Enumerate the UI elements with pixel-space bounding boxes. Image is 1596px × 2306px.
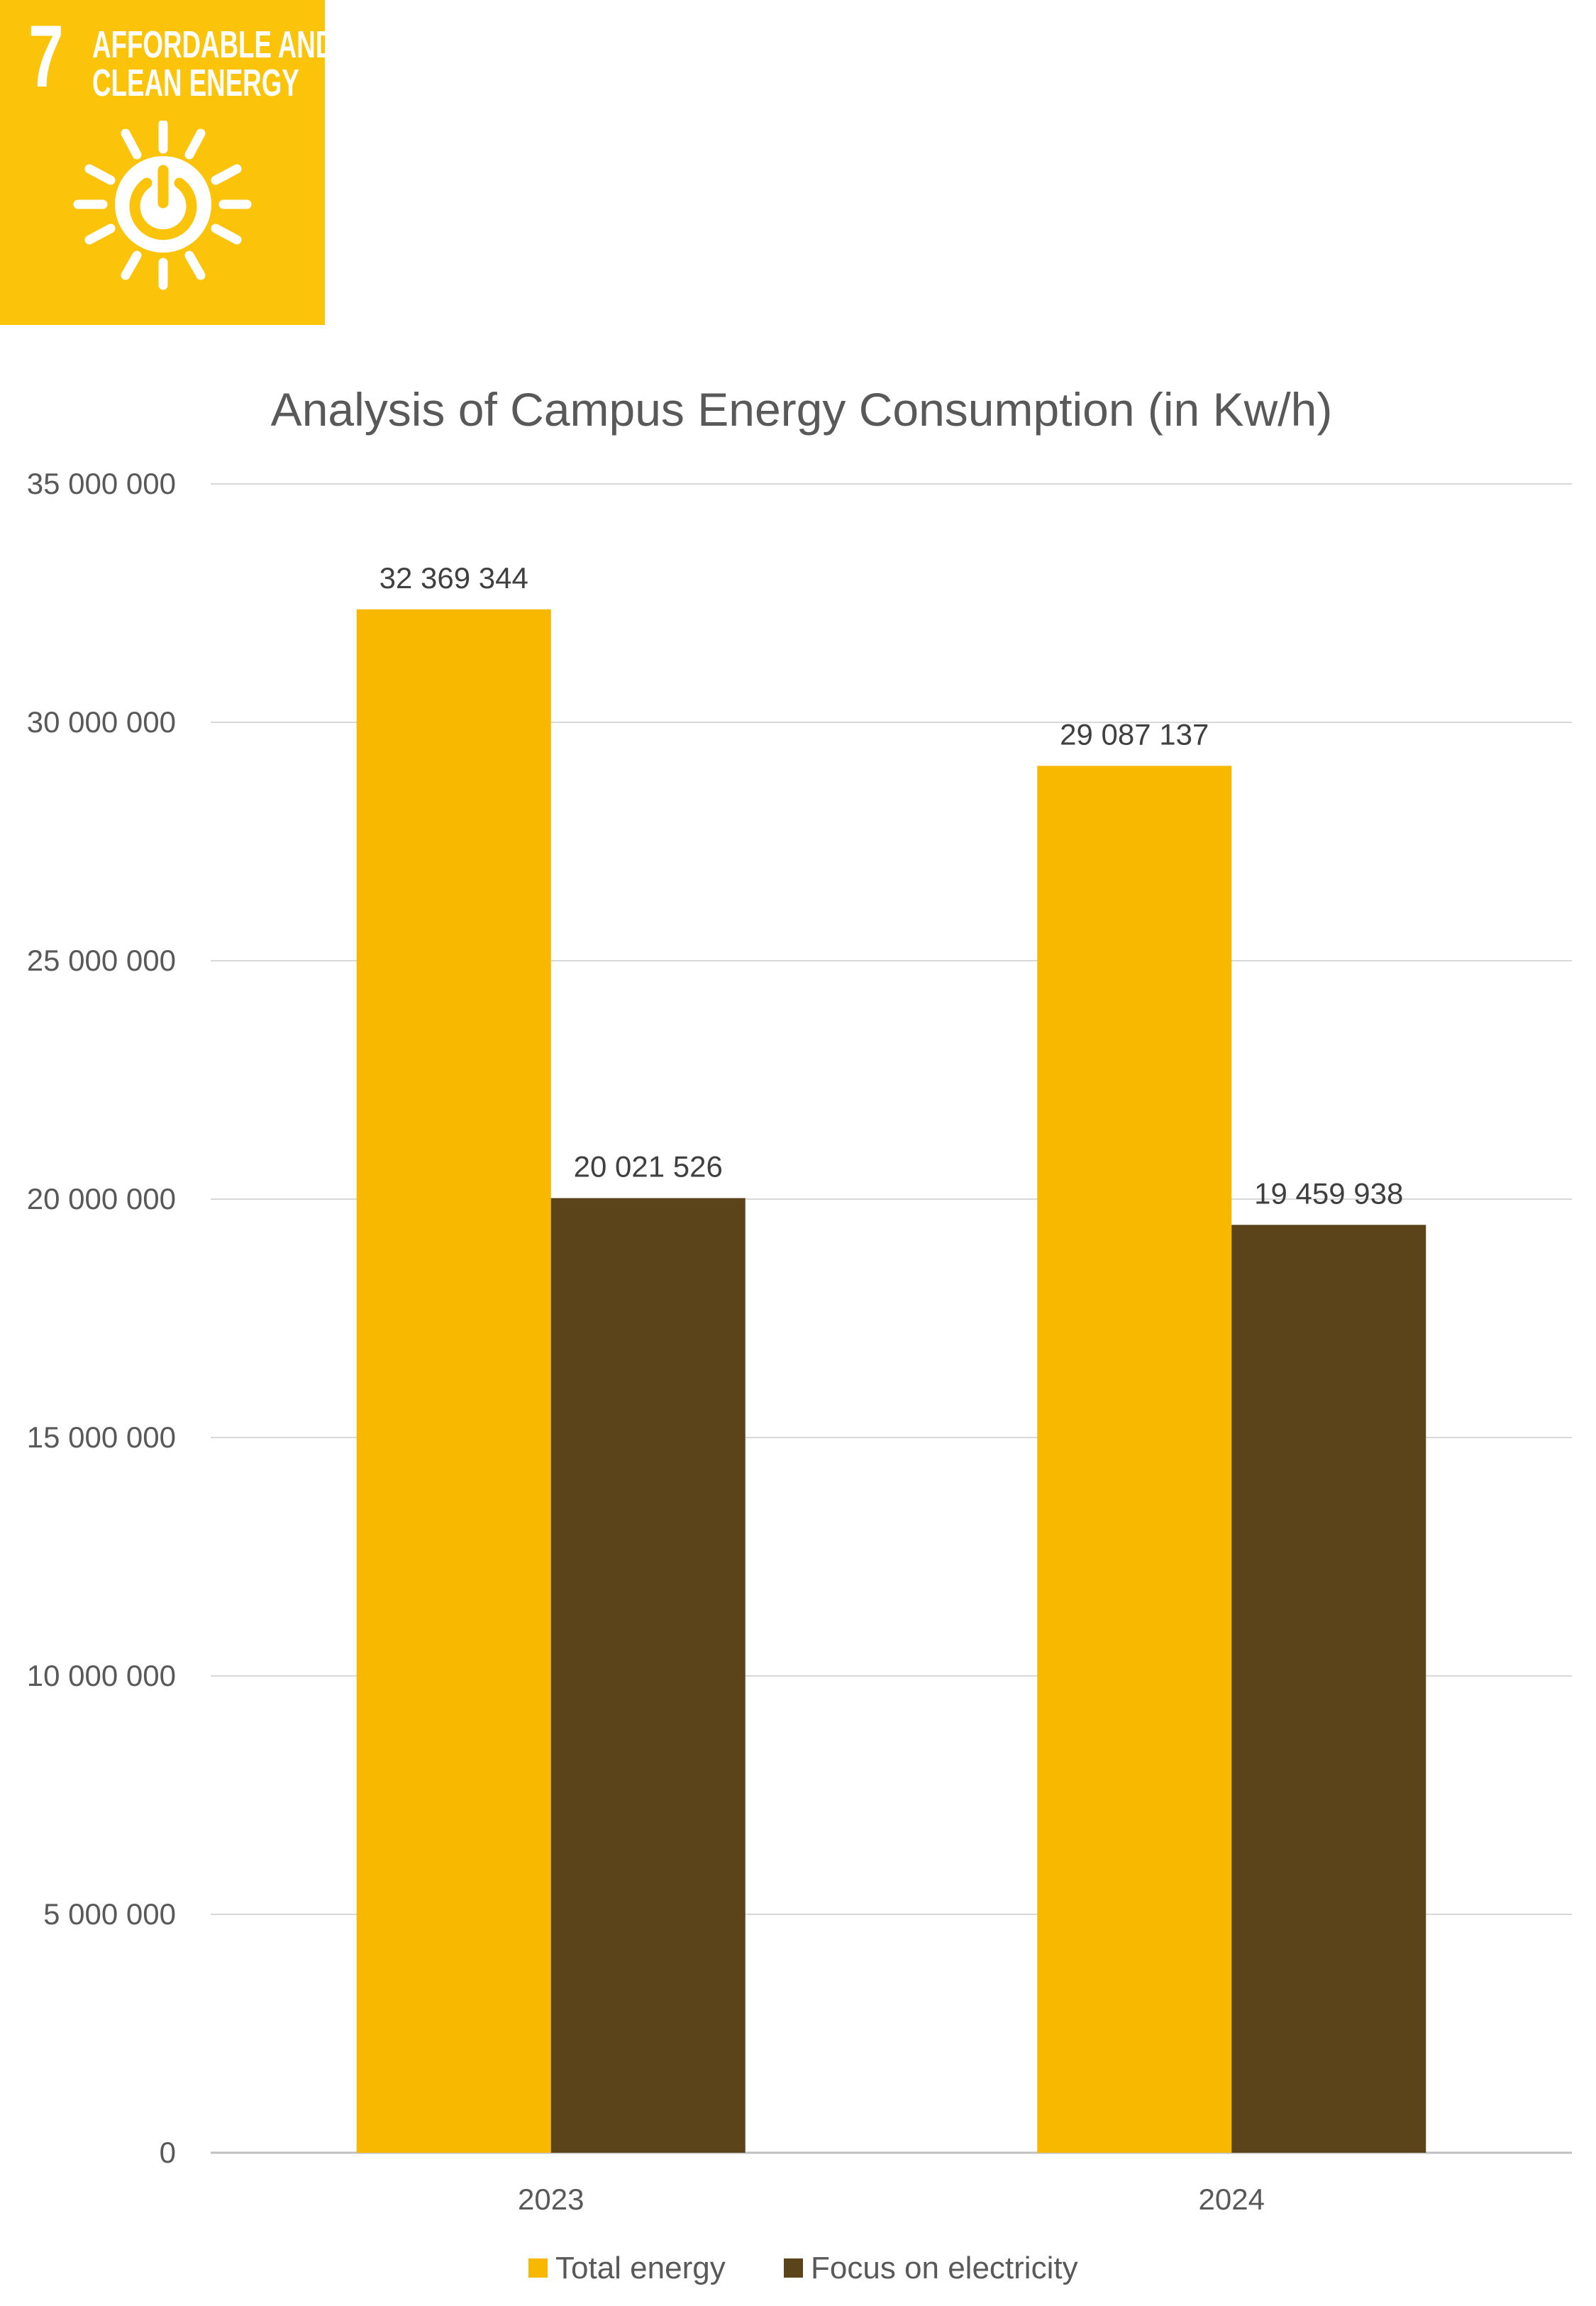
sdg-title-line-2: CLEAN ENERGY	[92, 62, 299, 104]
bar-2023-0	[356, 609, 551, 2153]
bar-2023-1	[550, 1198, 746, 2153]
legend-label: Focus on electricity	[811, 2251, 1078, 2285]
y-tick-label: 20 000 000	[27, 1182, 176, 1215]
legend-swatch	[784, 2258, 803, 2278]
legend: Total energy Focus on electricity	[528, 2251, 1078, 2285]
x-tick-label: 2023	[518, 2183, 584, 2216]
x-tick-label: 2024	[1199, 2183, 1265, 2216]
y-tick-label: 5 000 000	[43, 1897, 176, 1931]
y-tick-label: 15 000 000	[27, 1420, 176, 1454]
sdg-title-line-1: AFFORDABLE AND	[92, 23, 335, 66]
y-tick-label: 25 000 000	[27, 944, 176, 977]
legend-swatch	[528, 2258, 548, 2278]
chart-title: Analysis of Campus Energy Consumption (i…	[271, 383, 1333, 436]
sdg-number: 7	[28, 8, 64, 106]
bar-data-labels: 32 369 344 20 021 526 29 087 137 19 459 938	[379, 561, 1404, 1210]
sdg-badge: 7 AFFORDABLE AND CLEAN ENERGY	[0, 0, 334, 325]
data-label: 20 021 526	[574, 1150, 723, 1184]
sun-power-icon	[73, 121, 252, 290]
legend-label: Total energy	[555, 2251, 726, 2285]
sdg-title: AFFORDABLE AND CLEAN ENERGY	[92, 26, 334, 102]
bar-2024-1	[1231, 1225, 1426, 2153]
bars	[356, 609, 1426, 2153]
y-tick-label: 0	[160, 2136, 176, 2169]
y-axis-tick-labels: 0 5 000 000 10 000 000 15 000 000 20 000 000…	[27, 467, 176, 2169]
y-tick-label: 35 000 000	[27, 467, 176, 500]
x-axis-tick-labels: 2023 2024	[518, 2183, 1265, 2216]
bar-2024-0	[1037, 766, 1232, 2153]
data-label: 32 369 344	[379, 561, 528, 595]
data-label: 29 087 137	[1060, 717, 1209, 751]
data-label: 19 459 938	[1254, 1176, 1403, 1210]
y-tick-label: 10 000 000	[27, 1659, 176, 1692]
y-tick-label: 30 000 000	[27, 705, 176, 739]
